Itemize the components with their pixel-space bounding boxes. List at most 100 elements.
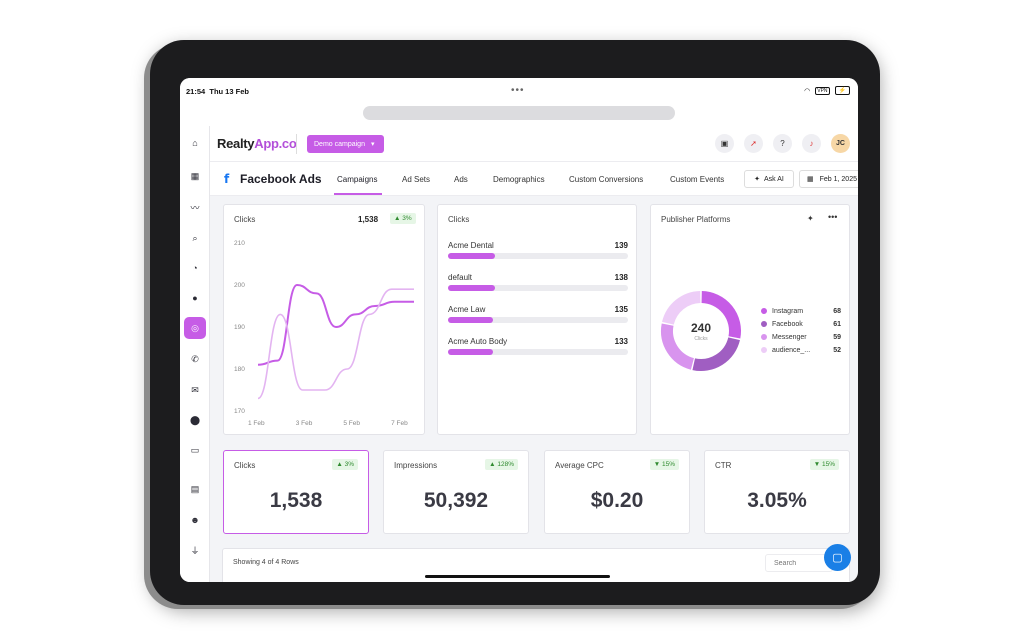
tab-custom-events[interactable]: Custom Events [670, 175, 725, 184]
card-title: Clicks [448, 215, 470, 224]
bar-track [448, 317, 628, 323]
search-input[interactable] [765, 554, 833, 572]
legend-item[interactable]: audience_... 52 [761, 347, 841, 354]
tab-ads[interactable]: Ads [454, 175, 468, 184]
date-label: Feb 1, 2025 [819, 175, 857, 183]
clicks-line-chart: 170 180 190 200 210 1 Feb 3 Feb 5 Feb 7 Feb [234, 240, 414, 427]
kpi-change-badge: ▲ 3% [332, 459, 358, 470]
multitask-dots[interactable]: ••• [511, 85, 525, 96]
bar-fill [448, 285, 495, 291]
bar-label: Acme Dental [448, 241, 494, 250]
kpi-value: 50,392 [423, 489, 489, 512]
kpi-card[interactable]: Average CPC ▼ 15% $0.20 [544, 450, 690, 534]
bar-label: default [448, 273, 473, 282]
legend-label: Facebook [772, 321, 803, 328]
phone-icon[interactable]: ✆ [191, 353, 199, 364]
bar-value: 133 [614, 337, 628, 346]
series-line-1 [257, 283, 414, 366]
home-icon[interactable]: ⌂ [192, 138, 198, 148]
donut-slice[interactable] [662, 291, 701, 325]
bar-row: Acme Dental 139 [448, 241, 628, 259]
donut-slice[interactable] [701, 291, 741, 339]
folder-icon[interactable]: ▣ [715, 134, 734, 153]
series-line-2 [257, 288, 414, 400]
kpi-change-badge: ▼ 15% [809, 459, 839, 470]
ipad-screen: 21:54 Thu 13 Feb ••• ◠ VPN ⚡ ⌂ ▦ 〰 ⌕ ◔ ●… [180, 78, 858, 582]
chat-icon: ▢ [832, 552, 843, 564]
status-icons: ◠ VPN ⚡ [804, 86, 850, 95]
campaign-selector[interactable]: Demo campaign ▾ [307, 135, 384, 153]
dashboard-icon[interactable]: ▦ [190, 170, 200, 181]
status-bar: 21:54 Thu 13 Feb ••• ◠ VPN ⚡ [180, 78, 858, 104]
clicks-line-card: Clicks 1,538 ▲ 3% 170 180 190 200 210 1 Feb 3 … [223, 204, 425, 435]
kpi-value: $0.20 [590, 489, 644, 512]
kpi-card[interactable]: CTR ▼ 15% 3.05% [704, 450, 850, 534]
kpi-value: 3.05% [747, 489, 807, 512]
address-bar[interactable] [363, 106, 675, 120]
users-icon[interactable]: ☻ [190, 515, 200, 525]
sidebar: ⌂ ▦ 〰 ⌕ ◔ ● ◎ ✆ ✉ ⬤ ▭ ▤ ☻ ⏚ [180, 126, 210, 582]
table-info: Showing 4 of 4 Rows [233, 559, 299, 566]
activity-icon[interactable]: 〰 [190, 202, 200, 213]
plug-icon[interactable]: ⏚ [190, 545, 200, 556]
location-icon[interactable]: ⬤ [189, 414, 201, 425]
clicks-bars-card: Clicks Acme Dental 139 default 138 Acme … [437, 204, 637, 435]
bar-track [448, 349, 628, 355]
chat-support-button[interactable]: ▢ [824, 544, 851, 571]
kpi-label: Average CPC [555, 461, 604, 470]
legend-dot [761, 347, 767, 354]
x-tick-label: 7 Feb [391, 420, 408, 427]
ask-ai-button[interactable]: ✦ Ask AI [744, 170, 794, 188]
tab-demographics[interactable]: Demographics [493, 175, 545, 184]
bar-row: Acme Law 135 [448, 305, 628, 323]
bar-value: 138 [614, 273, 628, 282]
bar-label: Acme Auto Body [448, 337, 508, 346]
kpi-card[interactable]: Impressions ▲ 128% 50,392 [383, 450, 529, 534]
help-icon[interactable]: ? [773, 134, 792, 153]
tab-bar: f Facebook Ads Campaigns Ad Sets Ads Dem… [210, 162, 858, 196]
x-tick-label: 1 Feb [248, 420, 265, 427]
legend-item[interactable]: Facebook 61 [761, 321, 841, 328]
legend-label: audience_... [772, 347, 811, 354]
logo[interactable]: RealtyApp.co [217, 136, 297, 151]
chat-icon[interactable]: ● [192, 293, 198, 303]
card-total: 1,538 [358, 215, 379, 224]
x-tick-label: 3 Feb [296, 420, 313, 427]
donut-slice[interactable] [692, 337, 740, 371]
divider [296, 134, 297, 154]
pie-chart-icon[interactable]: ◔ [192, 263, 198, 273]
home-indicator [425, 575, 610, 578]
vpn-badge: VPN [815, 86, 830, 95]
avatar[interactable]: JC [831, 134, 850, 153]
kpi-change-badge: ▼ 15% [649, 459, 679, 470]
more-icon[interactable]: ••• [828, 212, 838, 222]
search-icon[interactable]: ⌕ [192, 232, 198, 243]
rocket-icon[interactable]: ➚ [744, 134, 763, 153]
kpi-label: CTR [715, 461, 732, 470]
legend-value: 61 [833, 321, 841, 328]
tab-campaigns[interactable]: Campaigns [337, 175, 378, 184]
legend-item[interactable]: Instagram 68 [761, 308, 841, 315]
legend-dot [761, 321, 767, 328]
mail-icon[interactable]: ✉ [191, 384, 199, 395]
top-bar: RealtyApp.co Demo campaign ▾ ▣ ➚ ? ♪ JC [210, 126, 858, 162]
kpi-value: 1,538 [269, 489, 323, 512]
target-icon[interactable]: ◎ [184, 317, 206, 339]
x-tick-label: 5 Feb [343, 420, 360, 427]
notification-bell-icon[interactable]: ♪ [802, 134, 821, 153]
tab-ad-sets[interactable]: Ad Sets [402, 175, 431, 184]
sparkle-icon[interactable]: ✦ [807, 214, 814, 223]
kpi-card[interactable]: Clicks ▲ 3% 1,538 [223, 450, 369, 534]
bar-value: 139 [614, 241, 628, 250]
date-picker[interactable]: ▦ Feb 1, 2025 [799, 170, 858, 188]
donut-slice[interactable] [661, 323, 695, 370]
bar-row: Acme Auto Body 133 [448, 337, 628, 355]
change-badge: ▲ 3% [390, 213, 416, 224]
tab-custom-conversions[interactable]: Custom Conversions [569, 175, 644, 184]
document-icon[interactable]: ▤ [190, 483, 200, 494]
bar-track [448, 285, 628, 291]
publisher-platforms-card: Publisher Platforms ✦ ••• 240 Clicks Ins… [650, 204, 850, 435]
legend-item[interactable]: Messenger 59 [761, 334, 841, 341]
table-card: Showing 4 of 4 Rows [222, 548, 850, 582]
cart-icon[interactable]: ▭ [190, 444, 200, 455]
